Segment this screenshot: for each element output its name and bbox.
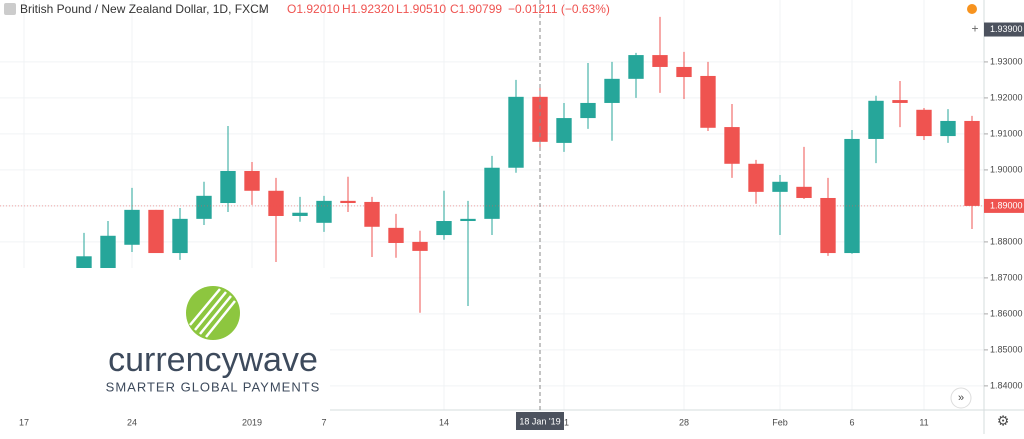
candle-body: [100, 235, 116, 276]
candle-body: [148, 209, 164, 254]
header: British Pound / New Zealand Dollar, 1D, …: [4, 2, 977, 16]
x-tick-label: 2019: [242, 417, 262, 427]
candles: [76, 16, 980, 313]
logo-box: [0, 268, 330, 415]
candle-body: [676, 66, 692, 78]
candle-body: [964, 120, 980, 206]
candle-body: [220, 170, 236, 204]
x-tick-label: 17: [19, 417, 29, 427]
candle-body: [556, 118, 572, 143]
candle-body: [796, 186, 812, 198]
alert-icon[interactable]: [967, 4, 977, 14]
candle-body: [364, 201, 380, 227]
candle-body: [844, 138, 860, 254]
candle-body: [388, 227, 404, 243]
last-price-box: [984, 198, 1024, 213]
y-tick-label: 1.92000: [990, 92, 1023, 102]
high: H1.92320: [342, 2, 394, 16]
candle-body: [748, 163, 764, 192]
y-tick-label: 1.91000: [990, 128, 1023, 138]
y-tick-label: 1.86000: [990, 308, 1023, 318]
scroll-circle[interactable]: [950, 387, 972, 409]
open: O1.92010: [287, 2, 340, 16]
candle-body: [412, 241, 428, 251]
crosshair-plus: +: [971, 22, 978, 36]
crosshair-y-label: 1.93900: [990, 24, 1023, 34]
candle-body: [604, 78, 620, 103]
crosshair-x-box: [516, 412, 564, 430]
crosshair-y-box: [984, 22, 1024, 37]
candle-body: [460, 218, 476, 222]
candle-body: [340, 200, 356, 204]
x-tick-label: 28: [679, 417, 689, 427]
y-tick-label: 1.87000: [990, 272, 1023, 282]
candle-body: [724, 127, 740, 164]
crosshair-x-label: 18 Jan '19: [519, 416, 560, 426]
candle-body: [940, 120, 956, 137]
x-tick-label: Feb: [772, 417, 788, 427]
candle-body: [772, 181, 788, 192]
scroll-icon[interactable]: »: [958, 392, 964, 404]
candle-body: [652, 55, 668, 67]
y-tick-label: 1.93000: [990, 56, 1023, 66]
x-tick-label: 11: [919, 417, 928, 427]
candle-body: [316, 200, 332, 223]
candle-body: [172, 218, 188, 254]
last-price-label: 1.89000: [990, 200, 1023, 210]
dropdown[interactable]: ⌄: [258, 5, 266, 16]
candle-body: [292, 212, 308, 216]
candle-body: [892, 100, 908, 103]
y-tick-label: 1.84000: [990, 380, 1023, 390]
x-tick-label: 14: [439, 417, 449, 427]
symbol-icon: [4, 3, 16, 15]
candle-body: [916, 109, 932, 137]
candle-body: [196, 195, 212, 219]
low: L1.90510: [396, 2, 446, 16]
logo-stripes: [189, 288, 236, 338]
brand: currencywave: [108, 341, 318, 379]
candle-body: [268, 190, 284, 216]
candle-body: [700, 75, 716, 128]
y-tick-label: 1.85000: [990, 344, 1023, 354]
x-tick-label: 24: [127, 417, 137, 427]
candle-body: [868, 100, 884, 139]
settings-icon[interactable]: ⚙: [997, 413, 1010, 429]
close: C1.90799: [450, 2, 502, 16]
symbol: British Pound / New Zealand Dollar, 1D, …: [20, 2, 269, 16]
y-tick-label: 1.90000: [990, 164, 1023, 174]
x-tick-label: 6: [849, 417, 854, 427]
y-tick-label: 1.88000: [990, 236, 1023, 246]
candle-body: [244, 170, 260, 191]
candle-body: [820, 197, 836, 254]
candle-body: [124, 209, 140, 245]
logo-mark: [186, 286, 240, 340]
logo-overlay: currencywave SMARTER GLOBAL PAYMENTS: [0, 268, 330, 415]
candle-body: [436, 221, 452, 236]
candle-body: [484, 167, 500, 219]
candle-body: [508, 96, 524, 168]
tagline: SMARTER GLOBAL PAYMENTS: [106, 379, 321, 394]
candle-body: [580, 102, 596, 119]
change: −0.01211 (−0.63%): [508, 2, 610, 16]
candle-body: [628, 55, 644, 79]
x-tick-label: 7: [321, 417, 326, 427]
scroll-button[interactable]: »: [950, 387, 972, 409]
